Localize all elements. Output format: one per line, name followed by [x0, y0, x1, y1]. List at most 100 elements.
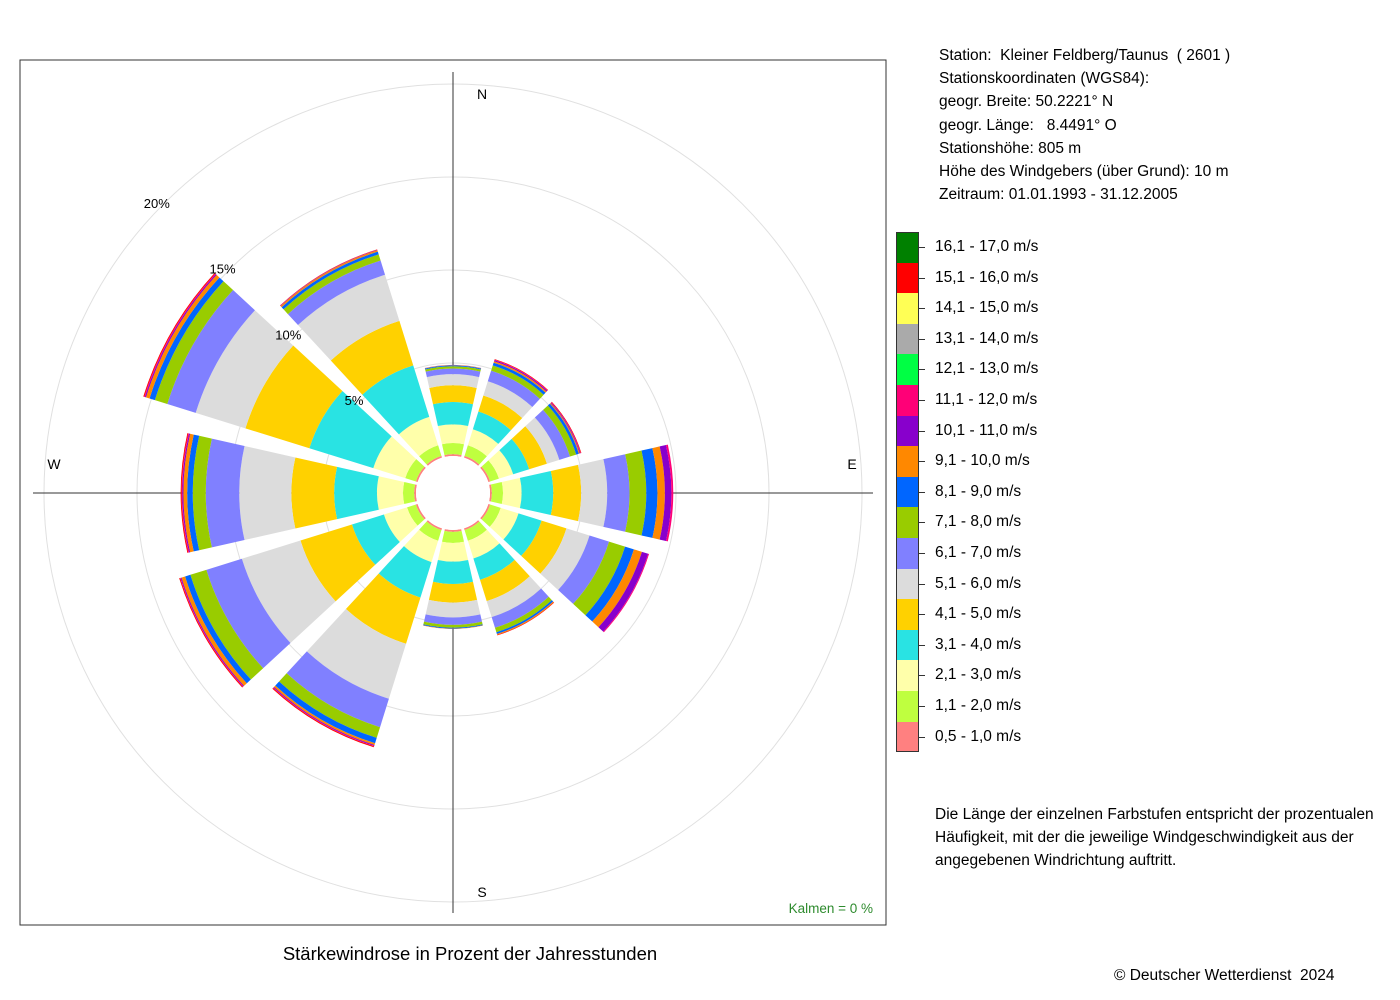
petal-90-segment-10: [659, 444, 672, 542]
petal-330-segment-7: [283, 254, 381, 315]
petal-240-segment-5: [241, 540, 336, 643]
petal-180-segment-4: [428, 581, 478, 603]
petal-330-segment-1: [419, 445, 442, 465]
petal-0-segment-0: [444, 454, 462, 457]
legend-tick: [919, 338, 925, 340]
legend-item: 3,1 - 4,0 m/s: [896, 629, 1096, 661]
petal-90-segment-8: [641, 448, 658, 538]
station-name: Station: Kleiner Feldberg/Taunus ( 2601 …: [939, 47, 1231, 64]
legend-tick: [919, 430, 925, 432]
petal-180-segment-8: [423, 624, 483, 629]
legend-tick: [919, 614, 925, 616]
petal-120: [480, 504, 650, 633]
legend-label: 1,1 - 2,0 m/s: [935, 696, 1022, 714]
petal-300-segment-6: [167, 290, 255, 413]
petal-90-segment-7: [625, 450, 647, 536]
legend-tick: [919, 675, 925, 677]
legend-tick: [919, 277, 925, 279]
legend-swatch: [896, 599, 919, 630]
petal-150-segment-3: [473, 543, 515, 580]
petal-210-segment-7: [279, 673, 381, 738]
ring-label-5: 5%: [345, 393, 364, 408]
legend-swatch: [896, 537, 919, 569]
legend-item: 9,1 - 10,0 m/s: [896, 446, 1096, 477]
legend-tick: [919, 644, 925, 646]
legend-label: 12,1 - 13,0 m/s: [935, 360, 1039, 378]
petal-180-segment-1: [442, 530, 464, 544]
legend-tick: [919, 399, 925, 401]
direction-label-S: S: [477, 884, 486, 900]
direction-label-N: N: [477, 86, 487, 102]
petal-60-segment-8: [547, 403, 579, 455]
petal-270-segment-5: [239, 446, 296, 540]
petal-180-segment-5: [425, 599, 481, 618]
coords-title: Stationskoordinaten (WGS84):: [939, 70, 1150, 88]
petal-270-segment-9: [183, 433, 194, 553]
petal-240-segment-0: [415, 504, 426, 520]
petal-120-segment-10: [598, 551, 649, 632]
legend-tick: [919, 461, 925, 463]
wind-petals: [143, 249, 674, 748]
petal-330-segment-5: [297, 274, 400, 361]
legend-swatch: [896, 629, 919, 661]
petal-180-segment-6: [424, 614, 482, 625]
petal-120-segment-9: [592, 549, 642, 628]
petal-270-segment-4: [291, 457, 338, 529]
petal-210: [272, 520, 442, 748]
petal-30-segment-1: [464, 445, 487, 465]
petal-30-segment-5: [483, 381, 533, 418]
legend-swatch: [896, 384, 919, 416]
legend-label: 13,1 - 14,0 m/s: [935, 329, 1039, 347]
speed-legend: 16,1 - 17,0 m/s 15,1 - 16,0 m/s 14,1 - 15,…: [896, 232, 1096, 753]
legend-item: 10,1 - 11,0 m/s: [896, 415, 1096, 447]
petal-270: [180, 433, 417, 553]
petal-30: [464, 359, 549, 466]
petal-90-segment-6: [603, 454, 630, 532]
petal-30-segment-4: [478, 395, 523, 431]
legend-label: 16,1 - 17,0 m/s: [935, 238, 1039, 255]
petal-120-segment-7: [573, 541, 626, 616]
petal-300-segment-3: [309, 390, 392, 469]
latitude: geogr. Breite: 50.2221° N: [939, 93, 1114, 111]
petal-0-segment-10: [424, 364, 482, 369]
petal-120-segment-3: [503, 513, 542, 556]
petal-240-segment-7: [190, 569, 264, 680]
petal-270-segment-3: [334, 466, 379, 520]
petal-90-segment-11: [666, 444, 674, 542]
petal-60-segment-5: [525, 417, 560, 464]
petal-0: [424, 364, 482, 457]
anemometer-height: Höhe des Windgebers (über Grund): 10 m: [939, 163, 1229, 181]
petal-180-segment-0: [444, 529, 462, 532]
petal-300-segment-1: [405, 459, 425, 482]
legend-swatch: [896, 446, 919, 477]
direction-label-E: E: [847, 456, 856, 472]
petal-300-segment-5: [195, 310, 294, 429]
petal-330-segment-3: [362, 365, 430, 435]
petal-150-segment-5: [486, 576, 542, 618]
legend-label: 10,1 - 11,0 m/s: [935, 421, 1038, 439]
legend-item: 1,1 - 2,0 m/s: [896, 690, 1096, 722]
legend-label: 9,1 - 10,0 m/s: [935, 452, 1030, 470]
legend-item: 12,1 - 13,0 m/s: [896, 354, 1096, 385]
legend-item: 5,1 - 6,0 m/s: [896, 568, 1096, 600]
petal-0-segment-8: [424, 365, 482, 370]
petal-210-segment-0: [426, 520, 442, 531]
petal-300-segment-2: [373, 436, 417, 479]
legend-swatch: [896, 476, 919, 508]
petal-150-segment-6: [491, 588, 549, 628]
legend-tick: [919, 583, 925, 585]
petal-0-segment-5: [426, 374, 480, 388]
petal-0-segment-9: [424, 365, 482, 369]
petal-210-segment-6: [286, 651, 389, 728]
legend-swatch: [896, 323, 919, 355]
legend-label: 6,1 - 7,0 m/s: [935, 543, 1022, 561]
legend-tick: [919, 369, 925, 371]
petal-60-segment-7: [543, 405, 577, 457]
petal-240-segment-6: [206, 558, 291, 669]
legend-item: 8,1 - 9,0 m/s: [896, 476, 1096, 508]
plot-frame: [19, 59, 887, 926]
petal-120-segment-6: [558, 535, 610, 604]
petal-0-segment-3: [433, 402, 473, 427]
legend-tick: [919, 491, 925, 493]
legend-item: 13,1 - 14,0 m/s: [896, 323, 1096, 355]
